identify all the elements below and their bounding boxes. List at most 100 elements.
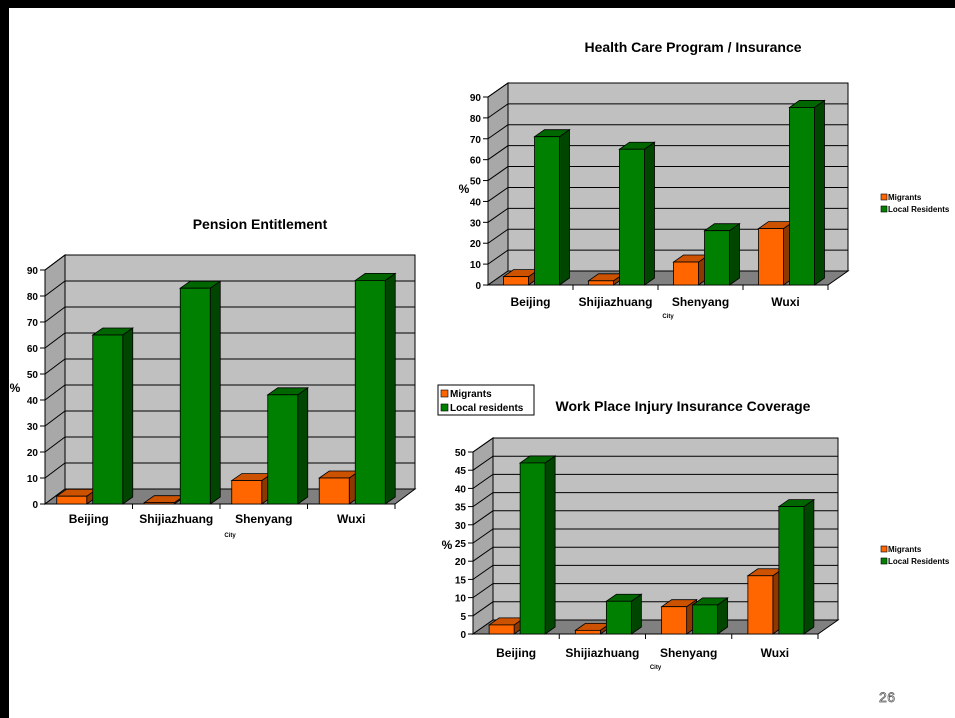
bar-local-residents-shijiazhuang <box>619 148 645 286</box>
gridline <box>487 145 848 161</box>
gridline <box>44 332 415 349</box>
gridline <box>487 186 848 202</box>
y-tick-label: 40 <box>455 484 467 495</box>
chart-title: Work Place Injury Insurance Coverage <box>556 398 811 414</box>
legend-swatch-local-residents <box>440 403 449 412</box>
gridline <box>487 207 848 223</box>
gridline <box>44 280 415 297</box>
gridline <box>472 455 838 471</box>
gridline <box>44 384 415 401</box>
y-tick-label: 20 <box>27 448 39 459</box>
bar-local-residents-wuxi-side <box>814 99 825 286</box>
gridline <box>487 103 848 119</box>
gridline <box>472 583 838 599</box>
page-number: 26 <box>879 689 896 706</box>
bar-local-residents-shenyang <box>267 394 299 505</box>
side-wall <box>487 82 509 286</box>
gridline <box>472 473 838 489</box>
legend-label-local-residents: Local residents <box>450 403 524 414</box>
bar-local-residents-shenyang-side <box>297 387 309 505</box>
bar-migrants-beijing <box>488 624 515 635</box>
bar-local-residents-shijiazhuang-side <box>644 141 655 286</box>
y-tick-label: 10 <box>27 474 39 485</box>
y-tick-label: 20 <box>455 557 467 568</box>
gridline <box>44 358 415 375</box>
y-tick-label: 60 <box>27 344 39 355</box>
y-tick-label: 35 <box>455 503 467 514</box>
legend-swatch-migrants <box>880 545 888 553</box>
bar-local-residents-shenyang <box>704 230 730 286</box>
gridline <box>472 546 838 562</box>
bar-local-residents-beijing-side <box>544 455 556 635</box>
y-tick-label: 80 <box>27 292 39 303</box>
slide-border-left <box>0 0 9 718</box>
legend-label-migrants: Migrants <box>888 193 922 202</box>
legend-label-migrants: Migrants <box>888 545 922 554</box>
y-tick-label: 60 <box>470 156 482 167</box>
chart-workplace-injury: 0 5 10 15 20 25 30 35 40 45 50 Beijing Shijiazhuang S… <box>442 398 950 671</box>
bar-local-residents-shijiazhuang <box>605 600 632 635</box>
legend-label-migrants: Migrants <box>450 389 492 400</box>
bar-local-residents-shijiazhuang <box>179 287 211 505</box>
y-axis-label: % <box>442 538 453 552</box>
chart-pension-entitlement: 0 10 20 30 40 50 60 70 80 90 Beijing Shijiazhuang Sh… <box>10 216 535 539</box>
bar-migrants-shenyang <box>673 261 699 286</box>
y-tick-label: 70 <box>470 135 482 146</box>
x-category-label: Shenyang <box>672 295 729 309</box>
bar-migrants-beijing <box>503 276 529 286</box>
chart-title: Health Care Program / Insurance <box>584 39 801 55</box>
x-category-label: Beijing <box>69 512 109 526</box>
bar-migrants-wuxi <box>318 477 350 505</box>
gridline <box>472 510 838 526</box>
bar-local-residents-wuxi <box>789 107 815 286</box>
x-category-label: Wuxi <box>771 295 799 309</box>
bar-migrants-beijing <box>56 495 88 505</box>
y-tick-label: 30 <box>27 422 39 433</box>
y-tick-label: 0 <box>475 281 481 292</box>
y-tick-label: 90 <box>27 266 39 277</box>
slide-border-top <box>0 0 955 8</box>
y-tick-label: 10 <box>470 260 482 271</box>
bar-migrants-shijiazhuang <box>588 280 614 286</box>
y-tick-label: 90 <box>470 93 482 104</box>
y-tick-label: 40 <box>27 396 39 407</box>
x-category-label: Shijiazhuang <box>139 512 213 526</box>
x-category-label: Beijing <box>496 646 536 660</box>
bar-migrants-shenyang <box>661 606 688 635</box>
bar-local-residents-shenyang <box>692 604 719 635</box>
bar-migrants-wuxi <box>747 575 774 635</box>
x-category-label: Shijiazhuang <box>578 295 652 309</box>
bar-local-residents-beijing <box>92 334 124 505</box>
y-tick-label: 25 <box>455 539 467 550</box>
legend-label-local-residents: Local Residents <box>888 205 950 214</box>
gridline <box>472 492 838 508</box>
side-wall <box>44 254 66 505</box>
bar-local-residents-beijing <box>519 462 546 635</box>
y-axis-label: % <box>459 182 470 196</box>
bar-local-residents-beijing <box>534 136 560 286</box>
bar-local-residents-wuxi-side <box>803 498 815 635</box>
y-tick-label: 50 <box>470 177 482 188</box>
bar-migrants-shenyang <box>231 480 263 505</box>
bar-migrants-shijiazhuang <box>574 629 601 635</box>
y-tick-label: 40 <box>470 197 482 208</box>
legend-swatch-local-residents <box>880 205 888 213</box>
bar-local-residents-shijiazhuang-side <box>209 280 221 505</box>
y-tick-label: 10 <box>455 594 467 605</box>
y-tick-label: 80 <box>470 114 482 125</box>
y-axis-label: % <box>10 381 21 395</box>
y-tick-label: 45 <box>455 466 467 477</box>
y-tick-label: 30 <box>455 521 467 532</box>
y-tick-label: 50 <box>27 370 39 381</box>
chart-title: Pension Entitlement <box>193 216 328 232</box>
bar-local-residents-beijing-side <box>122 327 134 505</box>
y-tick-label: 0 <box>460 630 466 641</box>
x-category-label: Beijing <box>510 295 550 309</box>
y-tick-label: 20 <box>470 239 482 250</box>
gridline <box>44 254 415 271</box>
gridline <box>44 306 415 323</box>
gridline <box>472 437 838 453</box>
legend-swatch-migrants <box>440 389 449 398</box>
x-category-label: Wuxi <box>337 512 365 526</box>
